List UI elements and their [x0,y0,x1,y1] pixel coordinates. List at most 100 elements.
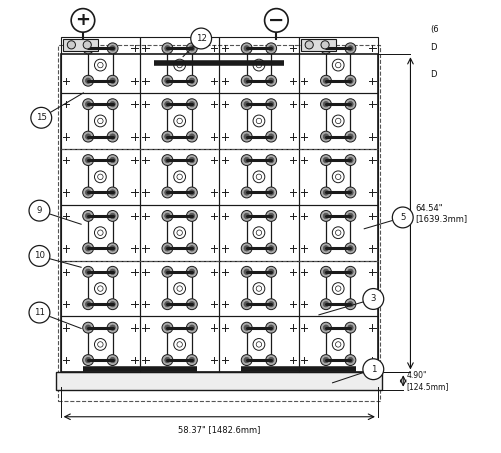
Circle shape [164,357,170,363]
Circle shape [323,78,328,83]
Circle shape [323,357,328,363]
Circle shape [323,101,328,107]
Circle shape [85,246,91,251]
Circle shape [173,59,185,71]
Circle shape [243,157,249,163]
Circle shape [162,266,172,277]
Circle shape [344,243,355,254]
Circle shape [241,75,252,86]
Circle shape [186,131,197,142]
Circle shape [162,243,172,254]
Circle shape [110,269,115,275]
Text: (6: (6 [429,25,438,34]
Circle shape [83,75,93,86]
Circle shape [241,243,252,254]
Text: 10: 10 [34,251,45,260]
Circle shape [107,211,118,222]
Circle shape [320,211,331,222]
Circle shape [164,213,170,219]
Circle shape [186,355,197,366]
Bar [219,93,298,149]
Circle shape [29,302,50,323]
Circle shape [347,269,352,275]
Circle shape [323,213,328,219]
Circle shape [189,246,194,251]
Circle shape [243,101,249,107]
Bar [298,317,377,372]
Circle shape [392,207,412,228]
Circle shape [162,99,172,110]
Circle shape [344,266,355,277]
Circle shape [94,115,106,127]
Circle shape [189,46,194,51]
Bar [219,317,298,372]
Circle shape [347,78,352,83]
Circle shape [253,283,265,294]
Circle shape [265,154,276,165]
Circle shape [162,322,172,333]
Circle shape [107,131,118,142]
Circle shape [83,211,93,222]
Bar [301,39,336,51]
Circle shape [85,302,91,307]
Text: 9: 9 [37,206,42,215]
Circle shape [164,134,170,140]
Circle shape [243,213,249,219]
Circle shape [347,134,352,140]
Circle shape [107,266,118,277]
Circle shape [268,134,274,140]
Circle shape [107,99,118,110]
Circle shape [320,355,331,366]
Circle shape [347,213,352,219]
Circle shape [83,355,93,366]
Circle shape [344,355,355,366]
Circle shape [83,299,93,310]
Circle shape [332,338,343,350]
Text: 64.54"
[1639.3mm]: 64.54" [1639.3mm] [414,204,466,223]
Circle shape [164,325,170,330]
Circle shape [243,46,249,51]
Text: D: D [429,43,435,52]
Circle shape [320,243,331,254]
Circle shape [253,59,265,71]
Bar [298,37,377,93]
Circle shape [85,190,91,195]
Circle shape [243,246,249,251]
Circle shape [264,9,288,32]
Circle shape [268,78,274,83]
Circle shape [94,283,106,294]
Circle shape [83,131,93,142]
Circle shape [347,302,352,307]
Circle shape [332,283,343,294]
Circle shape [186,322,197,333]
Circle shape [265,299,276,310]
Circle shape [83,243,93,254]
Circle shape [344,75,355,86]
Circle shape [162,299,172,310]
Circle shape [241,355,252,366]
Circle shape [29,200,50,221]
Text: 3: 3 [370,294,375,304]
Circle shape [107,243,118,254]
Circle shape [344,187,355,198]
Circle shape [85,78,91,83]
Circle shape [265,211,276,222]
Circle shape [110,213,115,219]
Circle shape [162,187,172,198]
Bar [219,205,298,260]
Circle shape [186,75,197,86]
Circle shape [71,9,95,32]
Text: 12: 12 [195,34,206,43]
Circle shape [323,157,328,163]
Circle shape [268,157,274,163]
Circle shape [320,41,329,49]
Circle shape [268,101,274,107]
Circle shape [189,269,194,275]
Circle shape [323,190,328,195]
Bar [140,93,219,149]
Bar [298,93,377,149]
Circle shape [85,101,91,107]
Circle shape [243,190,249,195]
Circle shape [189,213,194,219]
Text: 11: 11 [34,308,45,317]
